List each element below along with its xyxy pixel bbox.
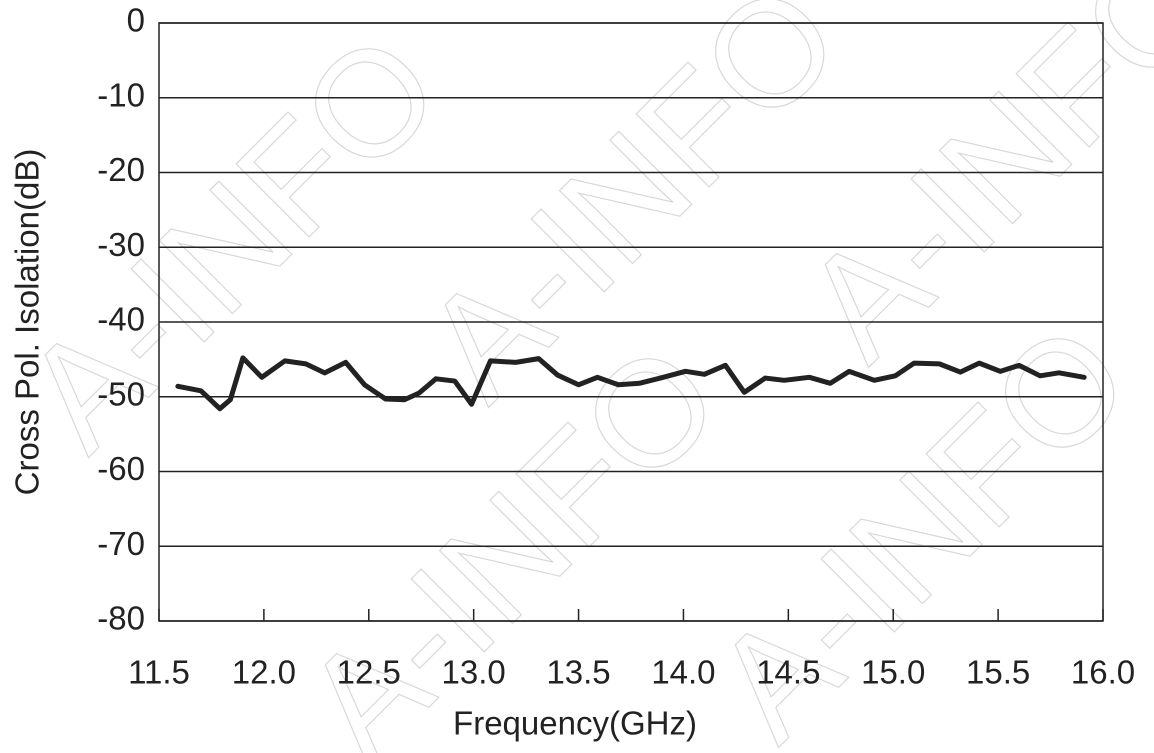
y-tick-label: -50	[97, 375, 145, 412]
y-tick-label: -80	[97, 600, 145, 637]
data-line	[175, 355, 1087, 412]
y-tick-label: -20	[97, 151, 145, 188]
x-tick-label: 12.0	[232, 654, 296, 691]
x-tick-label: 13.5	[546, 654, 610, 691]
y-tick-label: -10	[97, 76, 145, 113]
y-tick-label: -30	[97, 226, 145, 263]
y-tick-label: 0	[127, 2, 145, 39]
y-axis-title: Cross Pol. Isolation(dB)	[9, 149, 46, 496]
y-tick-label: -40	[97, 301, 145, 338]
watermark: A-INFO	[0, 2, 470, 480]
x-tick-label: 15.5	[966, 654, 1030, 691]
x-tick-label: 16.0	[1071, 654, 1135, 691]
x-tick-label: 11.5	[128, 654, 190, 691]
x-tick-label: 14.5	[756, 654, 820, 691]
x-tick-label: 15.0	[861, 654, 925, 691]
y-tick-label: -60	[97, 450, 145, 487]
y-tick-label: -70	[97, 525, 145, 562]
x-axis-title: Frequency(GHz)	[453, 705, 697, 742]
x-tick-label: 13.0	[442, 654, 506, 691]
x-tick-label: 12.5	[337, 654, 401, 691]
x-tick-label: 14.0	[651, 654, 715, 691]
